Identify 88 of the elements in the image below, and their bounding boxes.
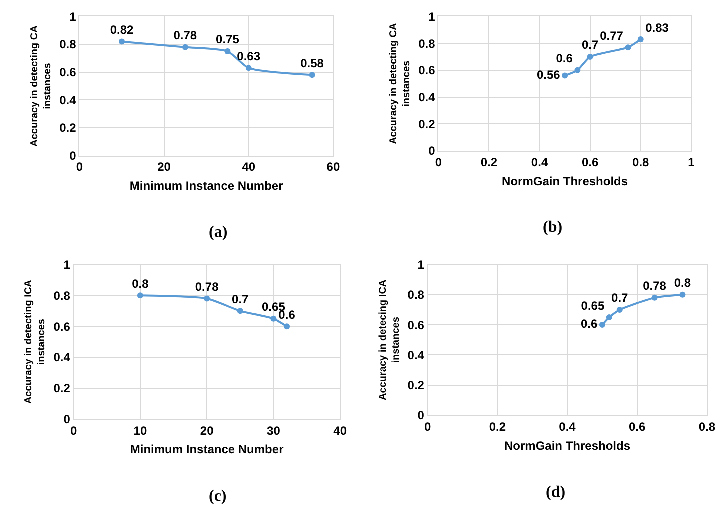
point: [309, 72, 316, 78]
point: [237, 308, 244, 314]
data-label: 0.78: [195, 280, 220, 294]
y-tick-label: 1: [418, 258, 425, 272]
y-tick-label: 1: [64, 258, 71, 272]
text: (a): [209, 224, 228, 241]
data-label: 0.82: [110, 23, 134, 38]
x-tick-label: 20: [158, 160, 172, 174]
data-label: 0.65: [581, 298, 605, 313]
point: [204, 296, 210, 302]
y-tick-label: 0.8: [408, 288, 425, 302]
y-axis-title: Accuracy in detecting CA instances: [388, 23, 413, 144]
point: [638, 36, 644, 43]
y-tick-label: 0.2: [408, 378, 425, 393]
y-tick-label: 0.2: [418, 117, 436, 132]
text: (b): [543, 219, 563, 236]
y-tick-label: 0.8: [418, 36, 436, 51]
data-label: 0.63: [237, 49, 261, 64]
x-axis-title: Minimum Instance Number: [130, 179, 284, 194]
data-label: 0.7: [232, 292, 250, 306]
data-label: 0.56: [536, 68, 561, 82]
data-label: 0.78: [643, 279, 667, 294]
x-tick-label: 40: [242, 160, 256, 174]
point: [587, 54, 594, 60]
x-tick-label: 40: [334, 424, 348, 438]
y-tick-label: 0.2: [54, 382, 71, 396]
data-label: 0.78: [174, 28, 198, 43]
y-tick-label: 0.4: [60, 93, 77, 108]
x-tick-label: 1: [688, 155, 696, 170]
y-tick-label: 1: [428, 10, 436, 24]
y-tick-label: 1: [70, 10, 77, 24]
point: [182, 44, 188, 50]
x-axis-title: NormGain Thresholds: [504, 438, 631, 453]
point: [616, 306, 623, 313]
point: [625, 44, 632, 51]
x-tick-label: 0.2: [489, 420, 506, 434]
x-tick-label: 0.6: [628, 420, 646, 434]
data-label: 0.75: [216, 32, 240, 47]
y-axis-title: Accuracy in detecting ICA instances: [24, 280, 48, 404]
point: [137, 292, 144, 299]
x-tick-label: 30: [267, 424, 281, 438]
x-tick-label: 0.6: [582, 155, 599, 170]
y-tick-label: 0: [428, 144, 436, 158]
point: [284, 324, 290, 330]
data-label: 0.83: [646, 20, 670, 35]
y-tick-label: 0.6: [60, 66, 77, 80]
x-tick-label: 0.4: [531, 155, 548, 170]
y-tick-label: 0.6: [54, 320, 71, 334]
point: [224, 48, 231, 54]
point: [652, 294, 658, 301]
data-label: 0.7: [612, 291, 629, 306]
x-axis-title: NormGain Thresholds: [502, 174, 628, 188]
x-tick-label: 60: [326, 160, 340, 174]
data-label: 0.7: [582, 38, 599, 52]
y-tick-label: 0: [418, 408, 425, 423]
text: (d): [546, 484, 566, 501]
data-label: 0.8: [132, 276, 150, 291]
point: [606, 314, 612, 321]
point: [270, 316, 277, 322]
data-label: 0.8: [674, 276, 692, 290]
data-label: 0.6: [580, 317, 598, 332]
y-tick-label: 0.4: [54, 350, 71, 365]
point: [574, 67, 581, 74]
data-label: 0.6: [556, 52, 574, 66]
x-tick-label: 20: [200, 424, 214, 438]
x-axis-title: Minimum Instance Number: [130, 442, 284, 457]
text: (c): [209, 488, 227, 505]
point: [599, 322, 606, 328]
point: [119, 38, 125, 45]
y-tick-label: 0.4: [408, 348, 425, 362]
x-tick-label: 0.2: [480, 155, 498, 170]
point: [562, 72, 568, 79]
y-tick-label: 0.8: [54, 288, 71, 303]
y-axis-title: Accuracy in detecing ICA instances: [378, 280, 402, 400]
y-tick-label: 0.6: [418, 64, 436, 78]
y-tick-label: 0.4: [418, 90, 436, 104]
y-axis-title: Accuracy in detecting CA instances: [30, 26, 54, 147]
point: [246, 65, 252, 72]
data-label: 0.58: [300, 56, 324, 70]
x-tick-label: 0.8: [632, 155, 650, 170]
data-label: 0.77: [600, 28, 624, 43]
y-tick-label: 0.2: [60, 121, 77, 136]
x-tick-label: 0.4: [559, 420, 576, 434]
y-tick-label: 0.6: [408, 318, 425, 332]
x-tick-label: 0.8: [698, 420, 716, 434]
point: [680, 292, 686, 298]
y-tick-label: 0.8: [60, 38, 77, 52]
x-tick-label: 10: [134, 424, 148, 438]
